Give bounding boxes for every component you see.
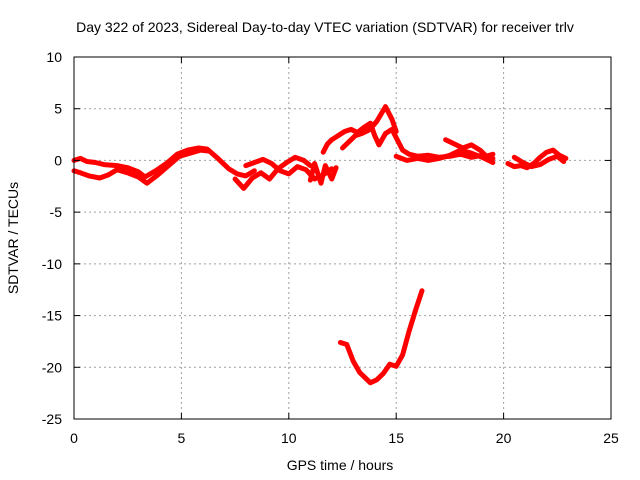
series-line-seg-i — [443, 137, 496, 159]
series-line-seg-c — [232, 154, 313, 191]
series-line-seg-a — [71, 145, 257, 180]
plot-frame — [73, 56, 612, 420]
x-tick-label: 5 — [178, 430, 186, 446]
x-tick-label: 25 — [603, 430, 619, 446]
y-tick-label: -25 — [42, 411, 62, 427]
series-line-seg-g — [340, 104, 399, 151]
y-axis-label: SDTVAR / TECUs — [5, 182, 21, 294]
series-line-seg-h — [393, 147, 496, 165]
y-tick-label: 0 — [54, 152, 62, 168]
series-line-seg-e — [307, 161, 339, 186]
series-line-seg-k — [505, 147, 569, 171]
series-line-seg-b — [71, 147, 212, 186]
y-tick-label: -5 — [50, 204, 63, 220]
x-axis-label: GPS time / hours — [287, 457, 394, 473]
y-tick-label: -10 — [42, 256, 62, 272]
chart-title: Day 322 of 2023, Sidereal Day-to-day VTE… — [76, 19, 574, 35]
x-tick-label: 0 — [70, 430, 78, 446]
series-layer — [71, 104, 569, 386]
y-tick-label: 10 — [46, 49, 62, 65]
x-tick-label: 20 — [496, 430, 512, 446]
axis-ticks: 0 5 10 15 20 25 -25 -20 -15 -10 -5 0 5 10 — [42, 49, 619, 446]
x-tick-label: 10 — [281, 430, 297, 446]
y-tick-label: 5 — [54, 101, 62, 117]
series-line-seg-l — [511, 153, 567, 170]
y-tick-label: -20 — [42, 359, 62, 375]
y-tick-label: -15 — [42, 308, 62, 324]
x-tick-label: 15 — [388, 430, 404, 446]
series-line-seg-j — [337, 288, 425, 386]
grid-lines — [74, 57, 611, 419]
